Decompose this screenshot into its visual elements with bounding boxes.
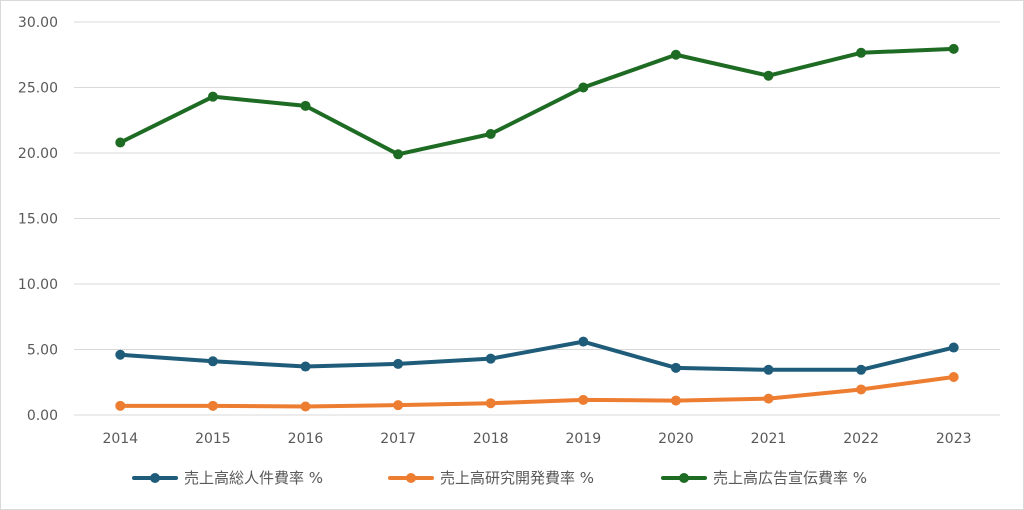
x-axis-ticks: 2014 2015 2016 2017 2018 2019 2020 2021 2022 2023	[102, 431, 971, 447]
series-line	[118, 375, 956, 409]
y-tick-label: 20.00	[18, 146, 58, 162]
y-tick-label: 30.00	[18, 15, 58, 31]
x-tick-label: 2023	[936, 431, 972, 447]
legend-marker	[679, 473, 689, 483]
series-line	[118, 46, 956, 157]
data-point	[300, 100, 311, 111]
data-point	[207, 91, 218, 102]
data-point	[578, 336, 589, 347]
series-lines	[115, 43, 959, 412]
legend-item: 売上高総人件費率 %	[132, 469, 323, 487]
data-point	[670, 395, 681, 406]
data-point	[578, 394, 589, 405]
x-tick-label: 2014	[102, 431, 138, 447]
data-point	[948, 43, 959, 54]
x-tick-label: 2022	[843, 431, 879, 447]
x-tick-label: 2017	[380, 431, 416, 447]
legend-label: 売上高広告宣伝費率 %	[713, 469, 867, 487]
y-tick-label: 25.00	[18, 81, 58, 97]
x-tick-label: 2019	[565, 431, 601, 447]
legend-marker	[150, 473, 160, 483]
series-line	[118, 339, 956, 372]
data-point	[763, 364, 774, 375]
y-tick-label: 5.00	[27, 343, 58, 359]
data-point	[948, 342, 959, 353]
data-point	[763, 70, 774, 81]
legend-item: 売上高広告宣伝費率 %	[661, 469, 867, 487]
data-point	[393, 358, 404, 369]
data-point	[670, 49, 681, 60]
data-point	[670, 362, 681, 373]
data-point	[115, 349, 126, 360]
data-point	[485, 129, 496, 140]
x-tick-label: 2021	[751, 431, 787, 447]
legend-item: 売上高研究開発費率 %	[388, 469, 594, 487]
data-point	[207, 400, 218, 411]
legend-label: 売上高総人件費率 %	[184, 469, 323, 487]
data-point	[856, 364, 867, 375]
gridlines	[74, 21, 1000, 416]
data-point	[300, 361, 311, 372]
data-point	[393, 149, 404, 160]
data-point	[115, 137, 126, 148]
series-1	[115, 336, 959, 375]
data-point	[300, 401, 311, 412]
data-point	[763, 393, 774, 404]
series-3	[115, 43, 959, 160]
legend-marker	[406, 473, 416, 483]
data-point	[856, 47, 867, 58]
x-tick-label: 2018	[473, 431, 509, 447]
data-point	[393, 400, 404, 411]
legend-label: 売上高研究開発費率 %	[440, 469, 594, 487]
y-tick-label: 10.00	[18, 277, 58, 293]
data-point	[856, 384, 867, 395]
data-point	[207, 356, 218, 367]
data-point	[948, 372, 959, 383]
data-point	[115, 400, 126, 411]
x-tick-label: 2020	[658, 431, 694, 447]
y-tick-label: 0.00	[27, 408, 58, 424]
y-tick-label: 15.00	[18, 212, 58, 228]
data-point	[578, 82, 589, 93]
y-axis-ticks: 0.00 5.00 10.00 15.00 20.00 25.00 30.00	[18, 15, 58, 424]
series-2	[115, 372, 959, 412]
data-point	[485, 398, 496, 409]
x-tick-label: 2015	[195, 431, 231, 447]
legend: 売上高総人件費率 % 売上高研究開発費率 % 売上高広告宣伝費率 %	[132, 469, 867, 487]
x-tick-label: 2016	[288, 431, 324, 447]
data-point	[485, 353, 496, 364]
